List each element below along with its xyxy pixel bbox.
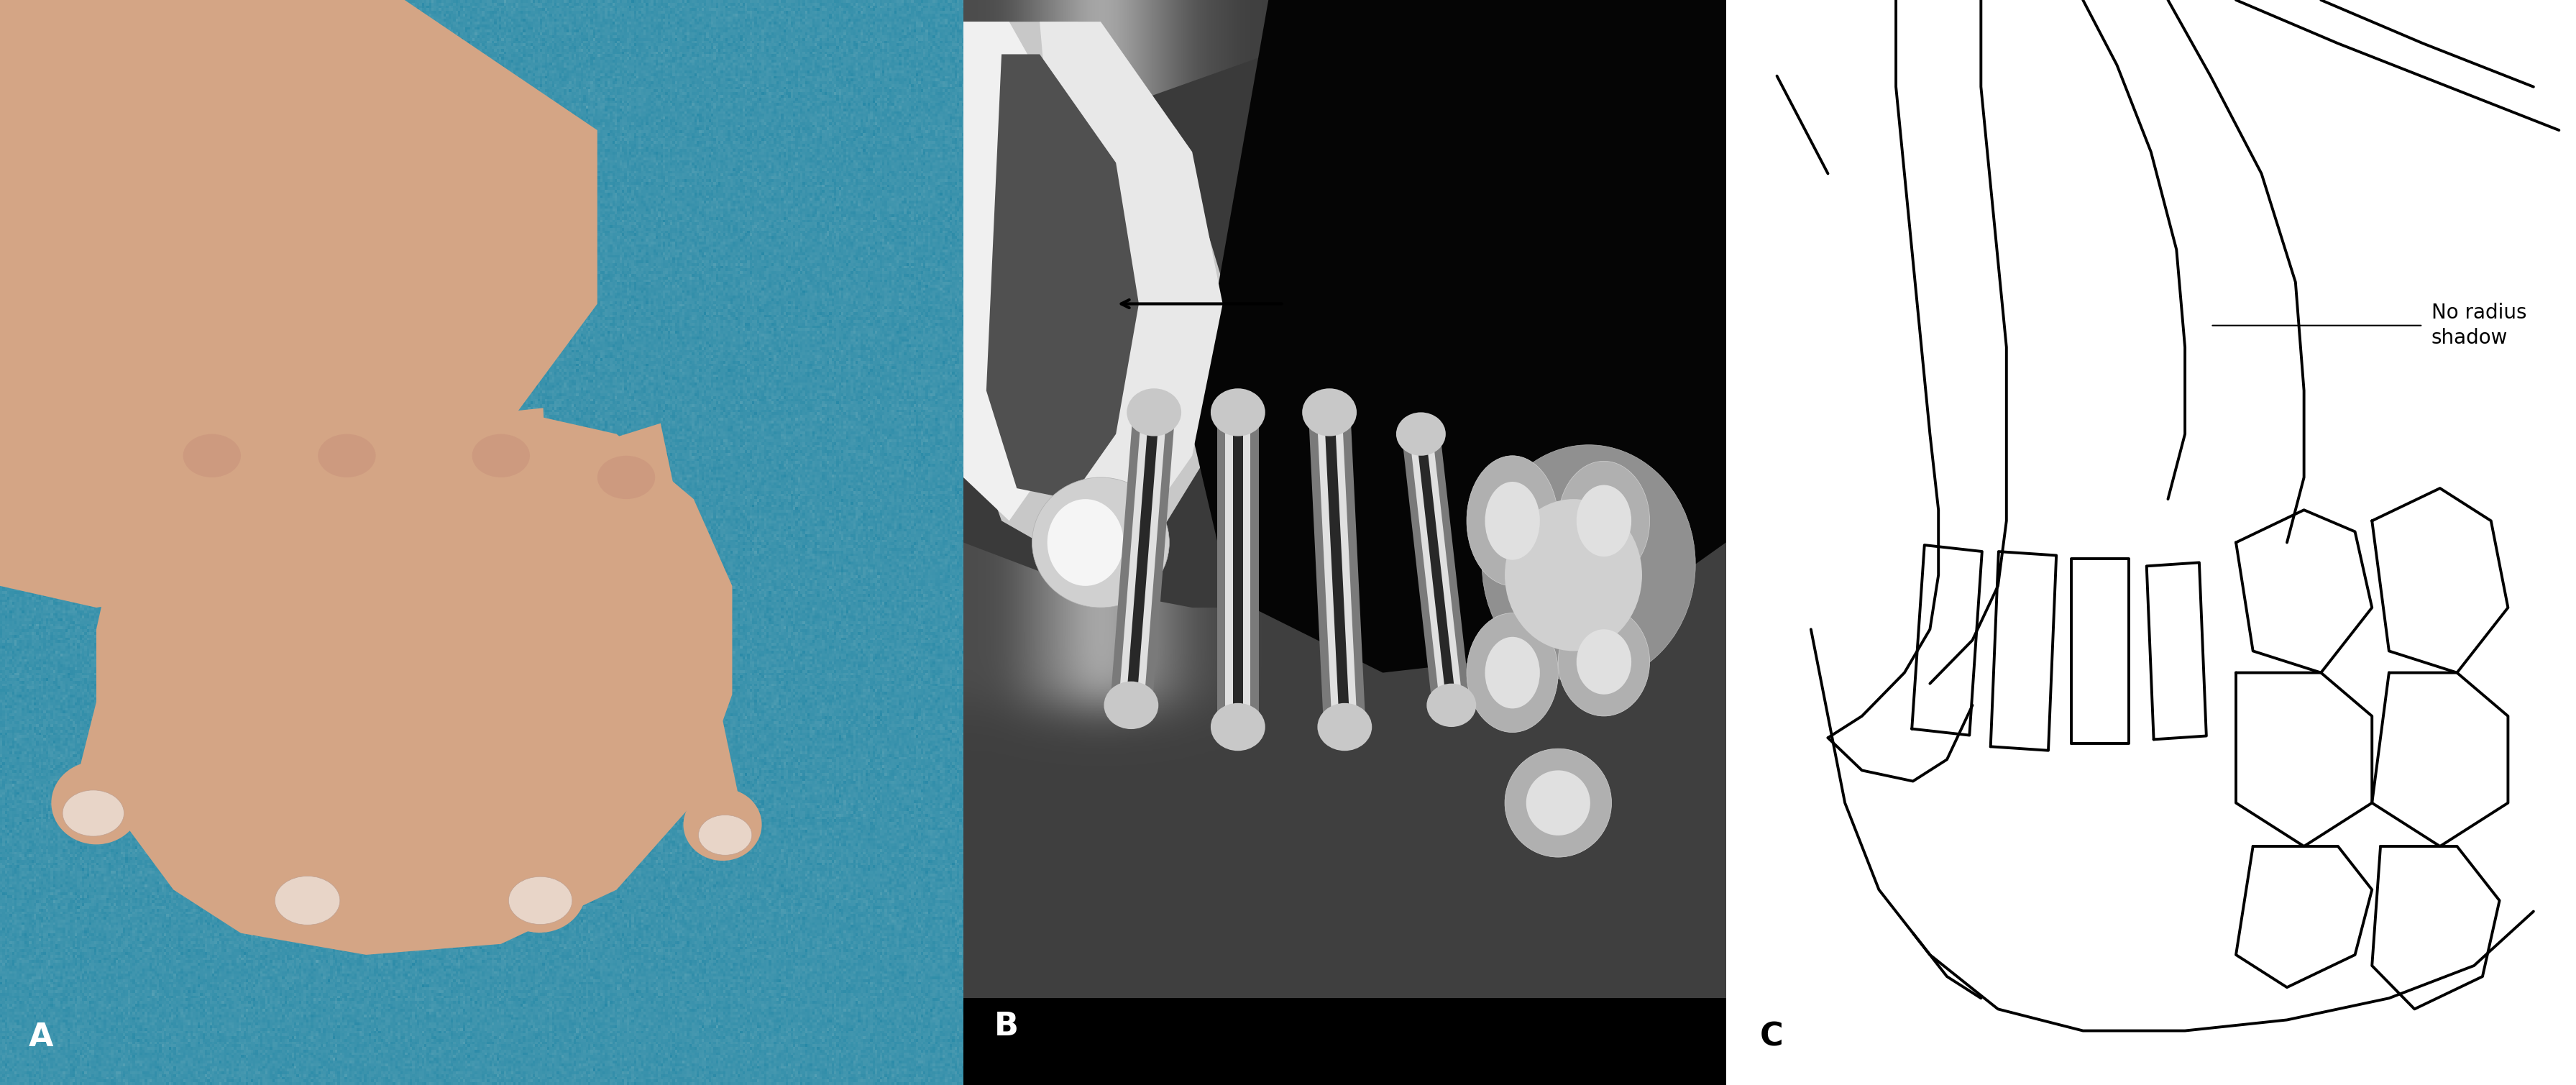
Ellipse shape [1525, 770, 1589, 835]
Ellipse shape [1484, 637, 1540, 709]
Ellipse shape [1105, 681, 1159, 729]
Polygon shape [1409, 432, 1463, 707]
Ellipse shape [183, 434, 242, 477]
Polygon shape [72, 398, 250, 812]
Polygon shape [1234, 412, 1244, 727]
Ellipse shape [1504, 499, 1641, 651]
Polygon shape [987, 54, 1139, 499]
Ellipse shape [1211, 703, 1265, 751]
Ellipse shape [260, 846, 355, 933]
Ellipse shape [492, 846, 587, 933]
Polygon shape [1126, 411, 1159, 706]
Ellipse shape [1301, 388, 1358, 436]
Ellipse shape [1481, 445, 1695, 684]
Ellipse shape [276, 876, 340, 924]
Polygon shape [963, 998, 1726, 1085]
Polygon shape [592, 423, 742, 831]
Polygon shape [1417, 433, 1455, 706]
Ellipse shape [1211, 388, 1265, 436]
Ellipse shape [598, 456, 654, 499]
Polygon shape [1316, 411, 1358, 728]
Polygon shape [1041, 22, 1224, 542]
Ellipse shape [317, 434, 376, 477]
Polygon shape [1118, 410, 1167, 707]
Ellipse shape [471, 434, 531, 477]
Text: B: B [994, 1011, 1018, 1042]
Ellipse shape [1558, 608, 1649, 716]
Polygon shape [1110, 409, 1175, 709]
Ellipse shape [1126, 388, 1182, 436]
Text: No radius
shadow: No radius shadow [2432, 303, 2527, 348]
Ellipse shape [1048, 499, 1123, 586]
Polygon shape [459, 408, 564, 892]
Polygon shape [963, 22, 1224, 564]
Ellipse shape [1484, 482, 1540, 560]
Polygon shape [963, 22, 1084, 521]
Ellipse shape [1466, 456, 1558, 586]
Polygon shape [963, 0, 1726, 608]
Ellipse shape [1466, 613, 1558, 732]
Polygon shape [1309, 410, 1365, 729]
Polygon shape [1324, 412, 1350, 727]
Ellipse shape [1396, 412, 1445, 456]
Polygon shape [0, 0, 598, 608]
Ellipse shape [62, 790, 124, 837]
Ellipse shape [52, 762, 142, 844]
Polygon shape [1193, 0, 1726, 673]
Ellipse shape [683, 789, 762, 860]
Polygon shape [1226, 412, 1249, 727]
Polygon shape [283, 408, 389, 892]
Polygon shape [95, 412, 732, 955]
Polygon shape [1401, 430, 1471, 710]
Ellipse shape [1577, 485, 1631, 557]
Ellipse shape [698, 815, 752, 855]
Ellipse shape [1033, 477, 1170, 608]
Ellipse shape [507, 877, 572, 924]
Text: A: A [28, 1022, 54, 1052]
Ellipse shape [1577, 629, 1631, 694]
Ellipse shape [1316, 703, 1373, 751]
Ellipse shape [1427, 684, 1476, 727]
Ellipse shape [1558, 461, 1649, 580]
Ellipse shape [1504, 749, 1613, 857]
Text: C: C [1759, 1022, 1783, 1052]
Polygon shape [1216, 412, 1260, 727]
